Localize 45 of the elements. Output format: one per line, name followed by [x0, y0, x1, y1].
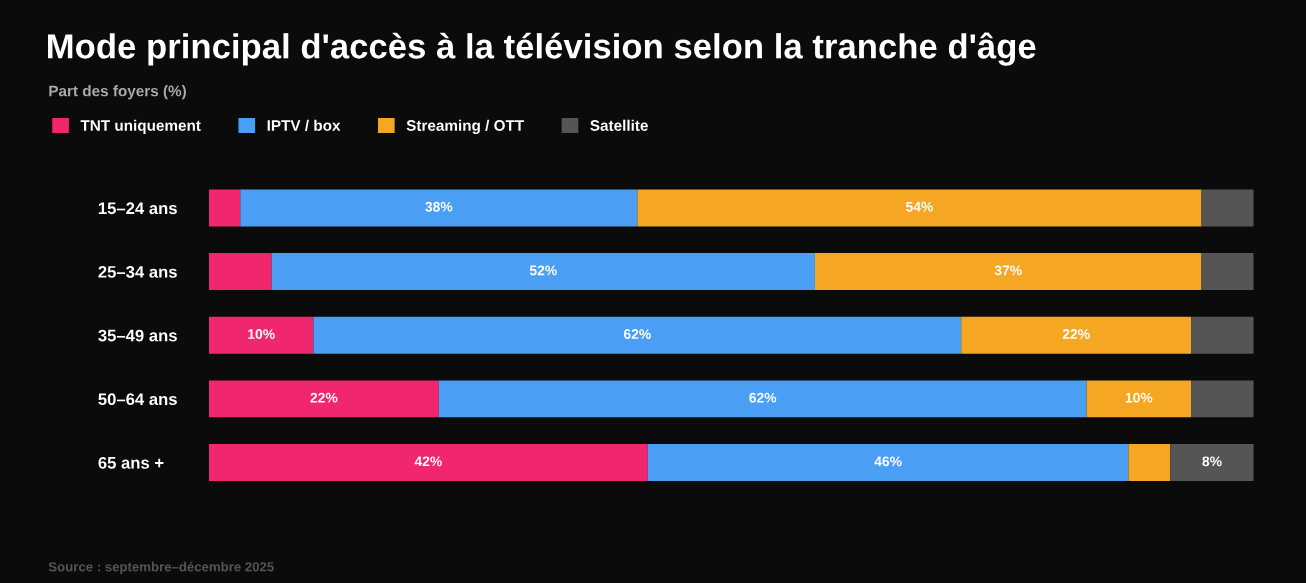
bar: [647, 444, 1129, 481]
bar: [208, 380, 439, 418]
bar: [208, 189, 241, 227]
data-label: 42%: [414, 456, 442, 467]
bar: [1201, 189, 1254, 227]
legend-label: TNT uniquement: [80, 119, 201, 134]
chart-title: Mode principal d'accès à la télévision selon la tranche d'âge: [48, 32, 1036, 66]
data-label: 37%: [994, 265, 1022, 276]
bar: [313, 316, 962, 354]
y-tick-label: 65 ans +: [98, 456, 164, 469]
data-label: 46%: [874, 456, 902, 467]
bar: [208, 316, 314, 354]
y-tick-label: 35–49 ans: [98, 329, 177, 342]
bar: [1201, 253, 1254, 291]
data-label: 38%: [425, 201, 453, 212]
legend-label: IPTV / box: [267, 119, 341, 132]
bar: [1086, 380, 1192, 418]
bar: [961, 316, 1192, 354]
data-label: 8%: [1202, 456, 1222, 467]
bar: [637, 189, 1202, 227]
bar: [1170, 444, 1254, 481]
y-tick-label: 15–24 ans: [98, 202, 177, 215]
bar: [438, 380, 1087, 418]
data-label: 52%: [529, 265, 557, 276]
y-tick-label: 50–64 ans: [98, 393, 177, 406]
bar: [208, 444, 648, 481]
data-label: 10%: [1125, 392, 1153, 403]
data-label: 62%: [749, 392, 777, 403]
data-label: 62%: [623, 329, 651, 339]
data-label: 22%: [1062, 329, 1090, 339]
bar: [271, 253, 815, 291]
bar: [1191, 316, 1254, 354]
legend-label: Satellite: [590, 119, 648, 131]
legend-label: Streaming / OTT: [406, 119, 524, 134]
bar: [1191, 380, 1254, 418]
bar: [814, 253, 1202, 291]
data-label: 22%: [310, 392, 338, 403]
data-label: 10%: [248, 329, 275, 339]
data-label: 54%: [905, 201, 933, 212]
y-tick-label: 25–34 ans: [98, 265, 177, 278]
source-note: Source : septembre–décembre 2025: [48, 561, 274, 575]
chart-subtitle: Part des foyers (%): [49, 85, 186, 100]
bar: [1128, 444, 1171, 481]
bar: [240, 189, 638, 227]
bar: [208, 253, 272, 291]
